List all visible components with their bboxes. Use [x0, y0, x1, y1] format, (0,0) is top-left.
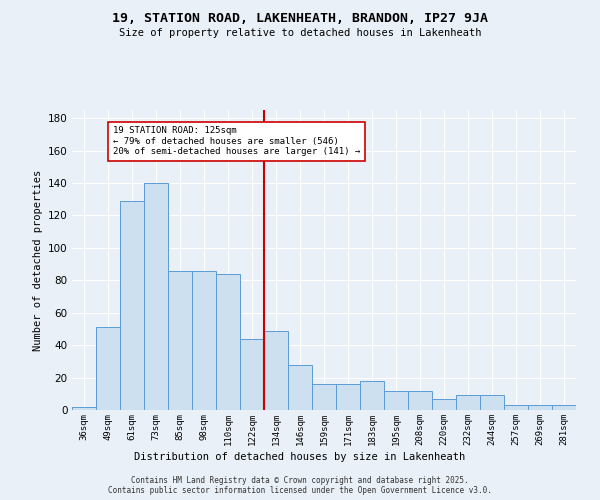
Text: Contains HM Land Registry data © Crown copyright and database right 2025.
Contai: Contains HM Land Registry data © Crown c…: [108, 476, 492, 495]
Bar: [504, 405, 528, 410]
Bar: [240, 338, 264, 410]
Bar: [552, 405, 576, 410]
Text: 19, STATION ROAD, LAKENHEATH, BRANDON, IP27 9JA: 19, STATION ROAD, LAKENHEATH, BRANDON, I…: [112, 12, 488, 26]
Bar: [480, 396, 504, 410]
Bar: [144, 183, 168, 410]
Text: Distribution of detached houses by size in Lakenheath: Distribution of detached houses by size …: [134, 452, 466, 462]
Bar: [96, 328, 120, 410]
Bar: [432, 398, 456, 410]
Bar: [456, 396, 480, 410]
Bar: [384, 390, 408, 410]
Bar: [120, 201, 144, 410]
Bar: [264, 330, 288, 410]
Bar: [288, 364, 312, 410]
Bar: [312, 384, 336, 410]
Bar: [408, 390, 432, 410]
Bar: [168, 270, 192, 410]
Bar: [360, 381, 384, 410]
Bar: [192, 270, 216, 410]
Bar: [72, 407, 96, 410]
Text: 19 STATION ROAD: 125sqm
← 79% of detached houses are smaller (546)
20% of semi-d: 19 STATION ROAD: 125sqm ← 79% of detache…: [113, 126, 360, 156]
Y-axis label: Number of detached properties: Number of detached properties: [32, 170, 43, 350]
Text: Size of property relative to detached houses in Lakenheath: Size of property relative to detached ho…: [119, 28, 481, 38]
Bar: [216, 274, 240, 410]
Bar: [528, 405, 552, 410]
Bar: [336, 384, 360, 410]
